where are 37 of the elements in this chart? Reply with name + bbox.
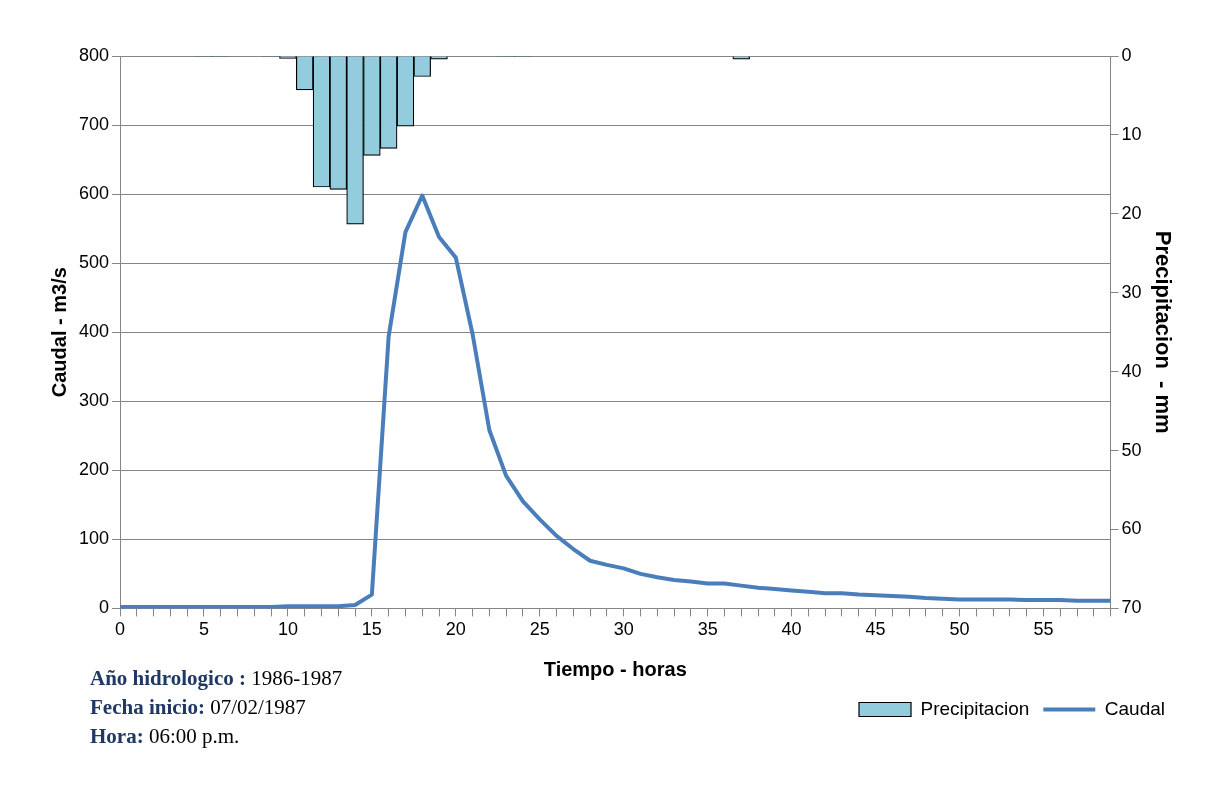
y2-axis-title: Precipitacion - mm <box>1150 230 1176 434</box>
y2-tick-label: 40 <box>1121 360 1142 381</box>
y2-tick-label: 50 <box>1121 439 1142 460</box>
x-tick-label: 5 <box>198 619 209 640</box>
y-tick-label: 300 <box>78 390 110 411</box>
x-tick-label: 15 <box>361 619 382 640</box>
x-axis-title: Tiempo - horas <box>543 657 687 680</box>
x-tick-label: 55 <box>1033 619 1054 640</box>
y2-tick-label: 10 <box>1121 123 1142 144</box>
y-axis-title: Caudal - m3/s <box>47 267 70 398</box>
legend-label: Caudal <box>1104 697 1166 719</box>
y-tick-label: 500 <box>78 252 110 273</box>
x-tick-label: 40 <box>781 619 802 640</box>
legend-label: Precipitacion <box>920 697 1030 719</box>
x-tick-label: 0 <box>115 619 126 640</box>
text: Año hidrologico : 1986-1987 <box>90 666 343 690</box>
x-tick-label: 35 <box>697 619 718 640</box>
x-tick-label: 20 <box>445 619 466 640</box>
x-tick-label: 25 <box>529 619 550 640</box>
y2-tick-label: 0 <box>1121 44 1132 65</box>
y2-tick-label: 20 <box>1121 202 1142 223</box>
x-tick-label: 30 <box>613 619 634 640</box>
x-tick-label: 45 <box>865 619 886 640</box>
y-tick-label: 600 <box>78 183 110 204</box>
text: Hora: 06:00 p.m. <box>90 724 240 748</box>
y-tick-label: 400 <box>78 321 110 342</box>
y2-tick-label: 30 <box>1121 281 1142 302</box>
y-tick-label: 100 <box>78 528 110 549</box>
y-tick-label: 800 <box>78 44 110 65</box>
y-tick-label: 700 <box>78 114 110 135</box>
text: Fecha inicio: 07/02/1987 <box>90 695 306 719</box>
y-tick-label: 0 <box>99 597 110 618</box>
x-tick-label: 10 <box>277 619 298 640</box>
y2-tick-label: 70 <box>1121 597 1142 618</box>
x-tick-label: 50 <box>949 619 970 640</box>
y2-tick-label: 60 <box>1121 518 1142 539</box>
y-tick-label: 200 <box>78 459 110 480</box>
